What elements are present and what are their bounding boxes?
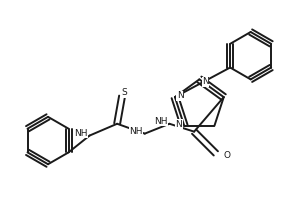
Text: N: N <box>177 91 184 100</box>
Text: N: N <box>202 77 209 86</box>
Text: O: O <box>224 151 231 160</box>
Text: S: S <box>121 88 127 97</box>
Text: NH: NH <box>154 117 168 126</box>
Text: NH: NH <box>74 129 88 138</box>
Text: N: N <box>176 120 182 129</box>
Text: NH: NH <box>129 127 143 136</box>
